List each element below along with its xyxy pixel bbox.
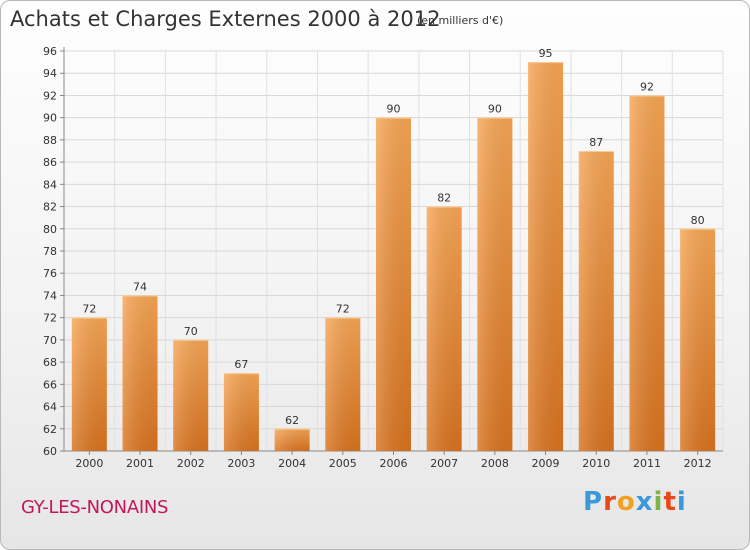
value-label: 95 <box>539 47 553 60</box>
bar-shade <box>274 428 310 451</box>
bar-shade <box>223 373 259 451</box>
value-label: 70 <box>184 325 198 338</box>
x-tick-label: 2011 <box>633 457 661 470</box>
y-tick-label: 66 <box>43 378 57 391</box>
logo-letter: t <box>663 487 677 517</box>
value-labels: 72 74 70 67 62 72 90 82 90 95 87 92 80 <box>82 47 704 427</box>
proxiti-logo[interactable]: Proxiti <box>583 487 687 517</box>
bar-shade <box>325 317 361 451</box>
value-label: 92 <box>640 80 654 93</box>
x-tick-label: 2003 <box>227 457 255 470</box>
logo-letter: r <box>603 487 617 517</box>
y-tick-label: 64 <box>43 401 57 414</box>
bar-shade <box>477 117 513 452</box>
y-tick-label: 70 <box>43 334 57 347</box>
y-tick-label: 78 <box>43 245 57 258</box>
bar-shade <box>426 206 462 451</box>
x-tick-label: 2009 <box>532 457 560 470</box>
y-tick-label: 68 <box>43 356 57 369</box>
y-tick-label: 62 <box>43 423 57 436</box>
x-tick-label: 2008 <box>481 457 509 470</box>
bar-shade <box>528 62 564 451</box>
y-tick-label: 90 <box>43 112 57 125</box>
logo-letter: x <box>635 487 654 517</box>
value-label: 67 <box>234 358 248 371</box>
bar-shade <box>376 117 411 452</box>
value-label: 72 <box>336 303 350 316</box>
y-tick-label: 88 <box>43 134 57 147</box>
value-label: 80 <box>691 214 705 227</box>
y-tick-label: 74 <box>43 289 57 302</box>
y-tick-label: 60 <box>43 445 57 458</box>
y-tick-label: 76 <box>43 267 57 280</box>
value-label: 82 <box>437 192 451 205</box>
x-tick-label: 2002 <box>177 457 205 470</box>
x-tick-label: 2010 <box>582 457 610 470</box>
y-tick-label: 96 <box>43 45 57 58</box>
x-tick-label: 2000 <box>75 457 103 470</box>
y-tick-label: 84 <box>43 178 57 191</box>
x-tick-label: 2012 <box>684 457 712 470</box>
x-tick-label: 2006 <box>380 457 408 470</box>
value-label: 90 <box>387 103 401 116</box>
value-label: 74 <box>133 280 147 293</box>
bars <box>71 62 716 452</box>
y-tick-label: 82 <box>43 201 57 214</box>
logo-letter: i <box>676 487 687 517</box>
y-tick-label: 92 <box>43 89 57 102</box>
bar-shade <box>122 295 158 451</box>
value-label: 72 <box>82 303 96 316</box>
x-tick-label: 2005 <box>329 457 357 470</box>
bar-shade <box>173 339 209 451</box>
value-label: 90 <box>488 103 502 116</box>
bar-shade <box>680 228 716 451</box>
x-tick-label: 2004 <box>278 457 306 470</box>
chart-subtitle: (en milliers d'€) <box>417 14 504 27</box>
logo-letter: o <box>616 487 636 517</box>
y-tick-label: 94 <box>43 67 57 80</box>
y-tick-label: 80 <box>43 223 57 236</box>
logo-letter: i <box>653 487 664 517</box>
bar-shade <box>71 317 107 451</box>
value-label: 62 <box>285 414 299 427</box>
bar-shade <box>629 95 665 451</box>
logo-letter: P <box>583 487 604 517</box>
x-tick-label: 2001 <box>126 457 154 470</box>
place-name: GY-LES-NONAINS <box>21 497 169 518</box>
chart-title: Achats et Charges Externes 2000 à 2012 <box>10 7 441 31</box>
bar-shade <box>578 151 614 451</box>
y-tick-label: 86 <box>43 156 57 169</box>
value-label: 87 <box>589 136 603 149</box>
axes: 60 62 64 66 68 70 72 74 76 78 80 82 84 86 88 90 92 94 96 20… <box>43 45 723 470</box>
x-tick-label: 2007 <box>430 457 458 470</box>
y-tick-label: 72 <box>43 312 57 325</box>
